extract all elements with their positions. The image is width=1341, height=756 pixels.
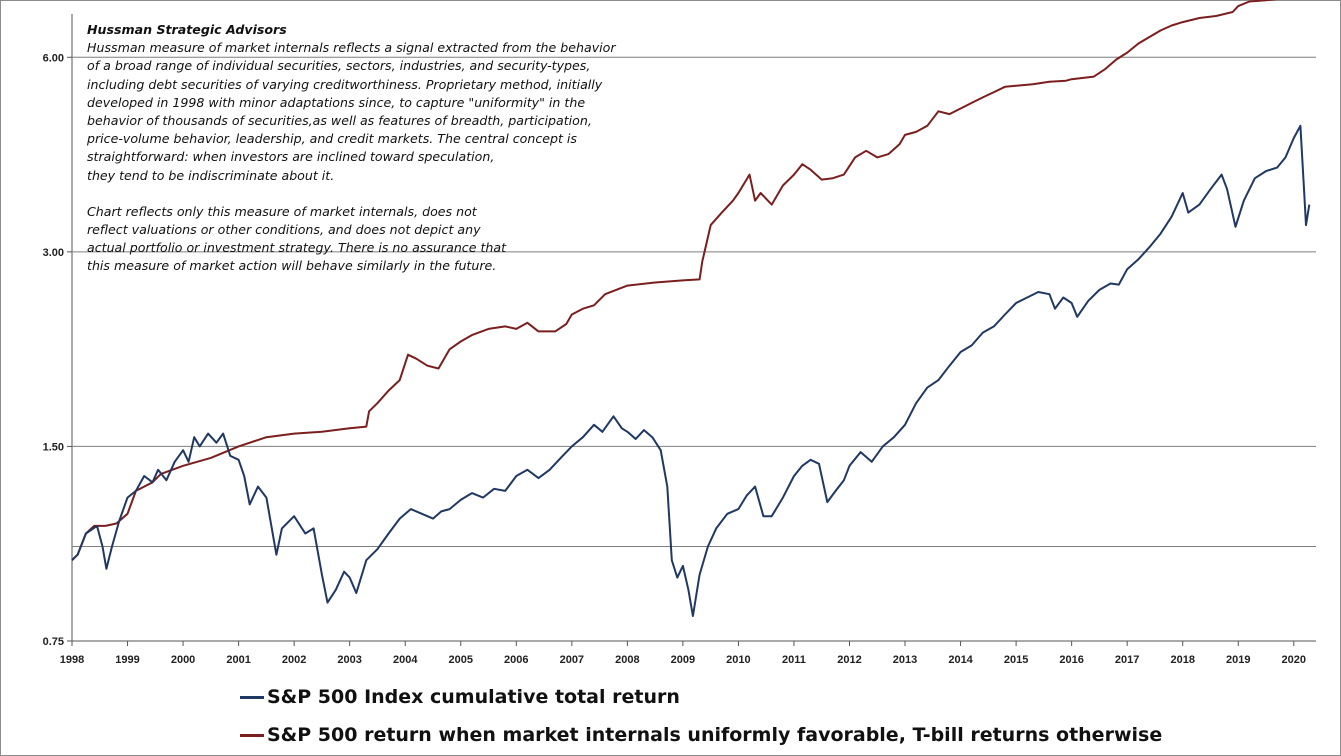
y-tick-label: 3.00	[43, 247, 64, 259]
annotation-title: Hussman Strategic Advisors	[87, 22, 287, 37]
annotation-line: this measure of market action will behav…	[87, 258, 497, 274]
x-tick-label: 2007	[560, 654, 584, 666]
x-tick-label: 2001	[226, 654, 250, 666]
y-tick-label: 1.50	[43, 441, 64, 453]
annotation-line: of a broad range of individual securitie…	[87, 58, 591, 74]
x-tick-label: 2005	[449, 654, 473, 666]
x-tick-label: 2020	[1282, 654, 1306, 666]
x-tick-label: 2004	[393, 654, 418, 666]
x-tick-label: 2002	[282, 654, 306, 666]
annotation-line: actual portfolio or investment strategy.…	[87, 240, 507, 256]
x-tick-label: 1998	[60, 654, 84, 666]
x-tick-label: 2010	[726, 654, 750, 666]
legend-item-sp500: S&P 500 Index cumulative total return	[240, 678, 1162, 716]
annotation-line: they tend to be indiscriminate about it.	[87, 167, 335, 183]
x-axis-ticks: 1998 1999 2000 2001 2002 2003 2004 2005 2006 2007…	[60, 641, 1306, 666]
annotation-line: straightforward: when investors are incl…	[87, 149, 495, 165]
x-tick-label: 2009	[671, 654, 695, 666]
x-tick-label: 2008	[615, 654, 639, 666]
legend-swatch-sp500	[240, 695, 264, 699]
series-line-strategy	[71, 0, 1278, 561]
x-tick-label: 2019	[1226, 654, 1250, 666]
series-lines	[71, 0, 1311, 617]
annotation-line: including debt securities of varying cre…	[87, 76, 603, 92]
annotation-line: price-volume behavior, leadership, and c…	[87, 131, 577, 147]
x-tick-label: 2011	[782, 654, 806, 666]
legend: S&P 500 Index cumulative total return S&…	[240, 678, 1162, 754]
x-tick-label: 2012	[837, 654, 861, 666]
y-tick-label: 0.75	[43, 636, 64, 648]
x-tick-label: 2006	[504, 654, 528, 666]
gridlines	[72, 56, 1316, 548]
y-tick-label: 6.00	[43, 52, 64, 64]
x-tick-label: 2000	[171, 654, 195, 666]
annotation-line: behavior of thousands of securities,as w…	[87, 113, 592, 129]
x-tick-label: 1999	[115, 654, 139, 666]
legend-label-strategy: S&P 500 return when market internals uni…	[267, 724, 1163, 746]
x-tick-label: 2016	[1059, 654, 1083, 666]
series-line-sp500	[71, 124, 1311, 617]
x-tick-label: 2018	[1170, 654, 1194, 666]
x-tick-label: 2017	[1115, 654, 1139, 666]
x-tick-label: 2013	[893, 654, 917, 666]
annotation-line: reflect valuations or other conditions, …	[87, 222, 481, 238]
annotation-line: developed in 1998 with minor adaptations…	[87, 94, 586, 110]
legend-item-strategy: S&P 500 return when market internals uni…	[240, 716, 1162, 754]
x-tick-label: 2014	[948, 654, 973, 666]
x-tick-label: 2003	[337, 654, 361, 666]
annotation-line: Chart reflects only this measure of mark…	[87, 203, 477, 219]
x-tick-label: 2015	[1004, 654, 1028, 666]
annotation-line: Hussman measure of market internals refl…	[87, 40, 616, 56]
legend-label-sp500: S&P 500 Index cumulative total return	[267, 686, 680, 708]
legend-swatch-strategy	[240, 733, 264, 737]
y-axis-ticks: 0.75 1.50 3.00 6.00	[43, 52, 72, 648]
annotation-box: Hussman Strategic Advisors Hussman measu…	[87, 21, 647, 276]
